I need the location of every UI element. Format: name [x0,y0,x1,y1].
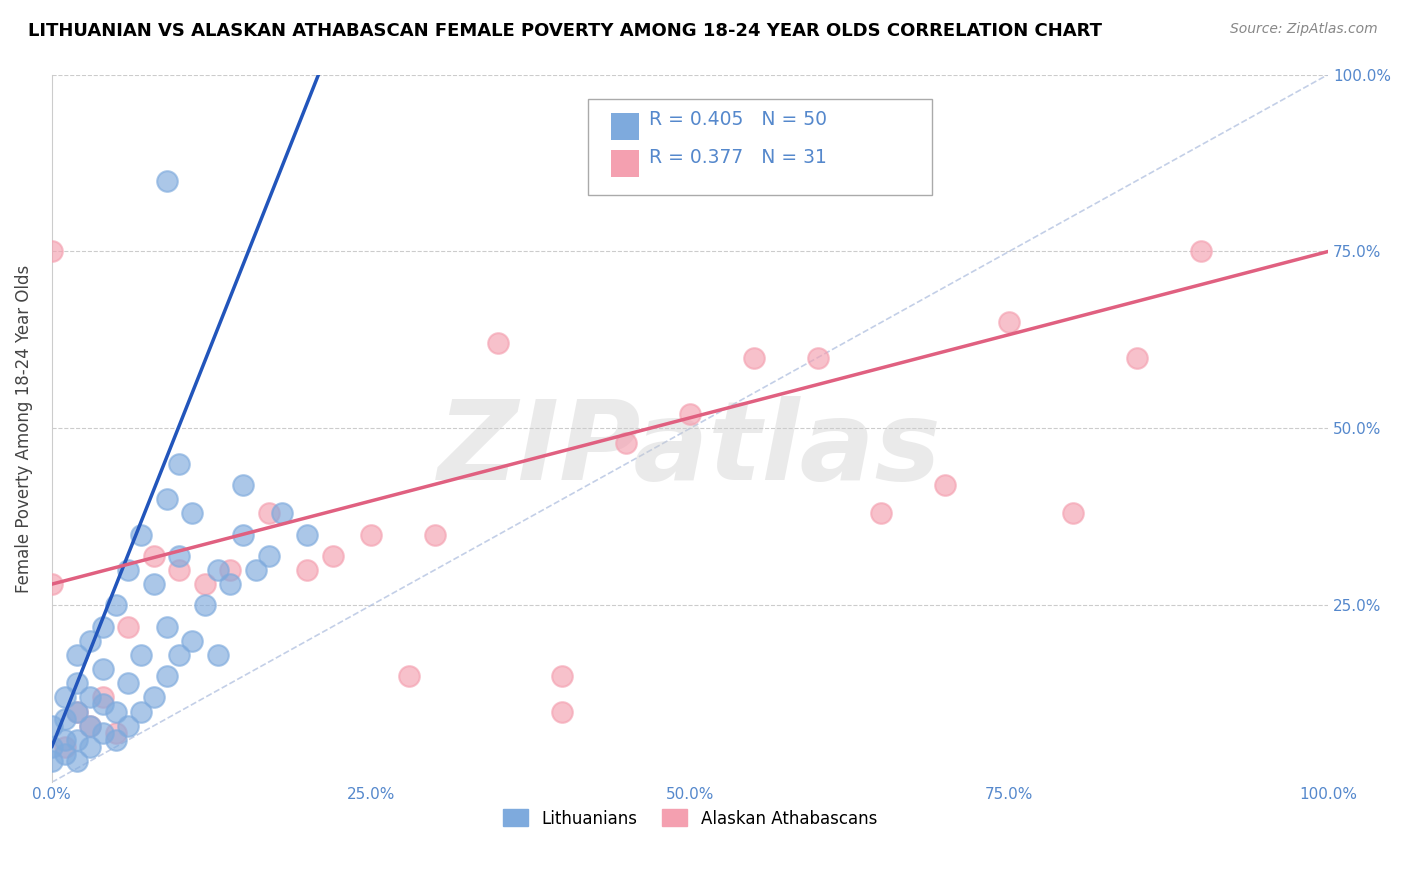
Lithuanians [232,527,254,541]
Text: LITHUANIAN VS ALASKAN ATHABASCAN FEMALE POVERTY AMONG 18-24 YEAR OLDS CORRELATIO: LITHUANIAN VS ALASKAN ATHABASCAN FEMALE … [28,22,1102,40]
Lithuanians [169,457,191,471]
Alaskan Athabascans [806,351,828,365]
Lithuanians [53,690,76,705]
Lithuanians [117,563,139,577]
Lithuanians [156,669,179,683]
Alaskan Athabascans [194,577,217,591]
Alaskan Athabascans [679,407,702,421]
Alaskan Athabascans [551,705,574,719]
Lithuanians [66,705,89,719]
Alaskan Athabascans [1189,244,1212,259]
FancyBboxPatch shape [610,150,638,178]
Lithuanians [66,754,89,768]
Lithuanians [207,648,229,662]
Text: R = 0.405   N = 50: R = 0.405 N = 50 [650,110,827,128]
Alaskan Athabascans [742,351,765,365]
Lithuanians [207,563,229,577]
Alaskan Athabascans [551,669,574,683]
Lithuanians [245,563,267,577]
Lithuanians [156,619,179,633]
Lithuanians [295,527,318,541]
Lithuanians [66,676,89,690]
Alaskan Athabascans [104,726,127,740]
Lithuanians [91,619,114,633]
Lithuanians [104,705,127,719]
Lithuanians [181,633,204,648]
FancyBboxPatch shape [610,113,638,140]
Alaskan Athabascans [423,527,446,541]
Lithuanians [41,739,63,754]
Lithuanians [79,719,101,733]
Lithuanians [53,747,76,761]
Lithuanians [219,577,242,591]
Lithuanians [53,732,76,747]
Alaskan Athabascans [870,507,893,521]
Lithuanians [129,648,152,662]
Alaskan Athabascans [1125,351,1147,365]
Lithuanians [79,739,101,754]
Alaskan Athabascans [66,705,89,719]
Alaskan Athabascans [488,336,510,351]
Lithuanians [79,690,101,705]
Lithuanians [169,648,191,662]
Alaskan Athabascans [142,549,165,563]
Alaskan Athabascans [998,315,1021,329]
Lithuanians [169,549,191,563]
Lithuanians [156,492,179,507]
Lithuanians [91,698,114,712]
Y-axis label: Female Poverty Among 18-24 Year Olds: Female Poverty Among 18-24 Year Olds [15,264,32,592]
Lithuanians [117,676,139,690]
Lithuanians [53,712,76,726]
Lithuanians [181,507,204,521]
Alaskan Athabascans [322,549,344,563]
Alaskan Athabascans [41,577,63,591]
Lithuanians [129,527,152,541]
Alaskan Athabascans [117,619,139,633]
Lithuanians [156,174,179,188]
Lithuanians [270,507,292,521]
Alaskan Athabascans [257,507,280,521]
Alaskan Athabascans [53,739,76,754]
Lithuanians [104,732,127,747]
Alaskan Athabascans [41,244,63,259]
Lithuanians [66,732,89,747]
Lithuanians [194,599,217,613]
Lithuanians [104,599,127,613]
Alaskan Athabascans [91,690,114,705]
Alaskan Athabascans [934,478,956,492]
Lithuanians [142,690,165,705]
Alaskan Athabascans [614,435,637,450]
Legend: Lithuanians, Alaskan Athabascans: Lithuanians, Alaskan Athabascans [496,803,883,834]
Lithuanians [117,719,139,733]
Lithuanians [79,633,101,648]
Alaskan Athabascans [360,527,382,541]
Lithuanians [91,726,114,740]
Lithuanians [129,705,152,719]
Alaskan Athabascans [219,563,242,577]
Lithuanians [91,662,114,676]
Alaskan Athabascans [1062,507,1084,521]
FancyBboxPatch shape [588,99,932,194]
Alaskan Athabascans [398,669,420,683]
Alaskan Athabascans [79,719,101,733]
Lithuanians [257,549,280,563]
Lithuanians [142,577,165,591]
Text: R = 0.377   N = 31: R = 0.377 N = 31 [650,148,827,167]
Lithuanians [41,754,63,768]
Text: Source: ZipAtlas.com: Source: ZipAtlas.com [1230,22,1378,37]
Lithuanians [232,478,254,492]
Text: ZIPatlas: ZIPatlas [439,396,942,503]
Alaskan Athabascans [295,563,318,577]
Lithuanians [66,648,89,662]
Lithuanians [41,719,63,733]
Alaskan Athabascans [169,563,191,577]
